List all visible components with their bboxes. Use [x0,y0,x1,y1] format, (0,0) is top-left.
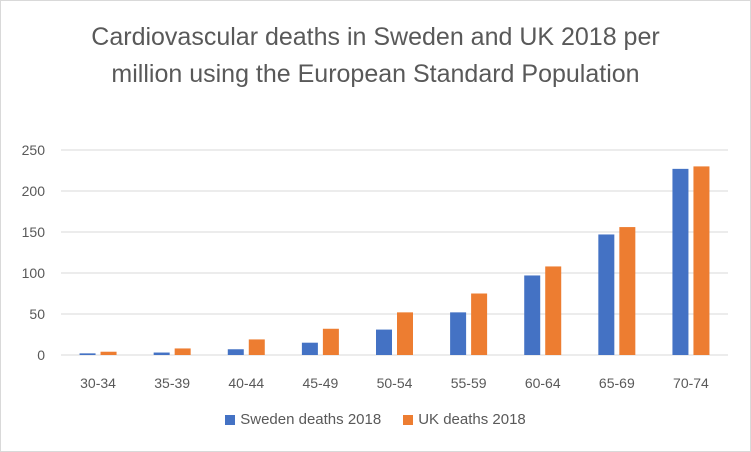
bar [322,328,339,355]
chart-legend: Sweden deaths 2018 UK deaths 2018 [1,411,750,428]
bar [471,293,488,355]
bar [376,329,392,355]
legend-label-uk: UK deaths 2018 [418,411,526,428]
x-tick-label: 45-49 [302,375,338,391]
bar [100,351,117,355]
x-tick-label: 30-34 [80,375,116,391]
bar [545,266,562,355]
bar [598,234,615,355]
bar [79,353,96,355]
legend-swatch-sweden [225,414,236,425]
y-tick-label: 50 [29,306,45,322]
x-tick-label: 40-44 [228,375,264,391]
bar [397,312,413,355]
bar [524,275,541,355]
y-tick-label: 150 [22,224,46,240]
bar [153,352,170,355]
bar [672,168,689,355]
legend-item-uk: UK deaths 2018 [403,411,526,428]
bar [693,166,710,355]
bar [450,312,467,355]
bar [248,339,265,355]
y-tick-label: 200 [22,183,46,199]
bar [174,348,191,355]
x-tick-label: 60-64 [525,375,561,391]
y-tick-label: 0 [37,347,45,363]
x-tick-label: 65-69 [599,375,635,391]
legend-label-sweden: Sweden deaths 2018 [240,411,382,428]
bar [301,342,318,355]
y-tick-label: 250 [22,142,46,158]
x-tick-label: 35-39 [154,375,190,391]
x-tick-label: 50-54 [377,375,413,391]
bar [227,349,244,355]
bar [619,227,636,355]
x-tick-label: 70-74 [673,375,709,391]
y-tick-label: 100 [22,265,46,281]
legend-item-sweden: Sweden deaths 2018 [225,411,381,428]
chart-title: Cardiovascular deaths in Sweden and UK 2… [91,23,660,88]
legend-swatch-uk [403,414,414,425]
x-tick-label: 55-59 [451,375,487,391]
